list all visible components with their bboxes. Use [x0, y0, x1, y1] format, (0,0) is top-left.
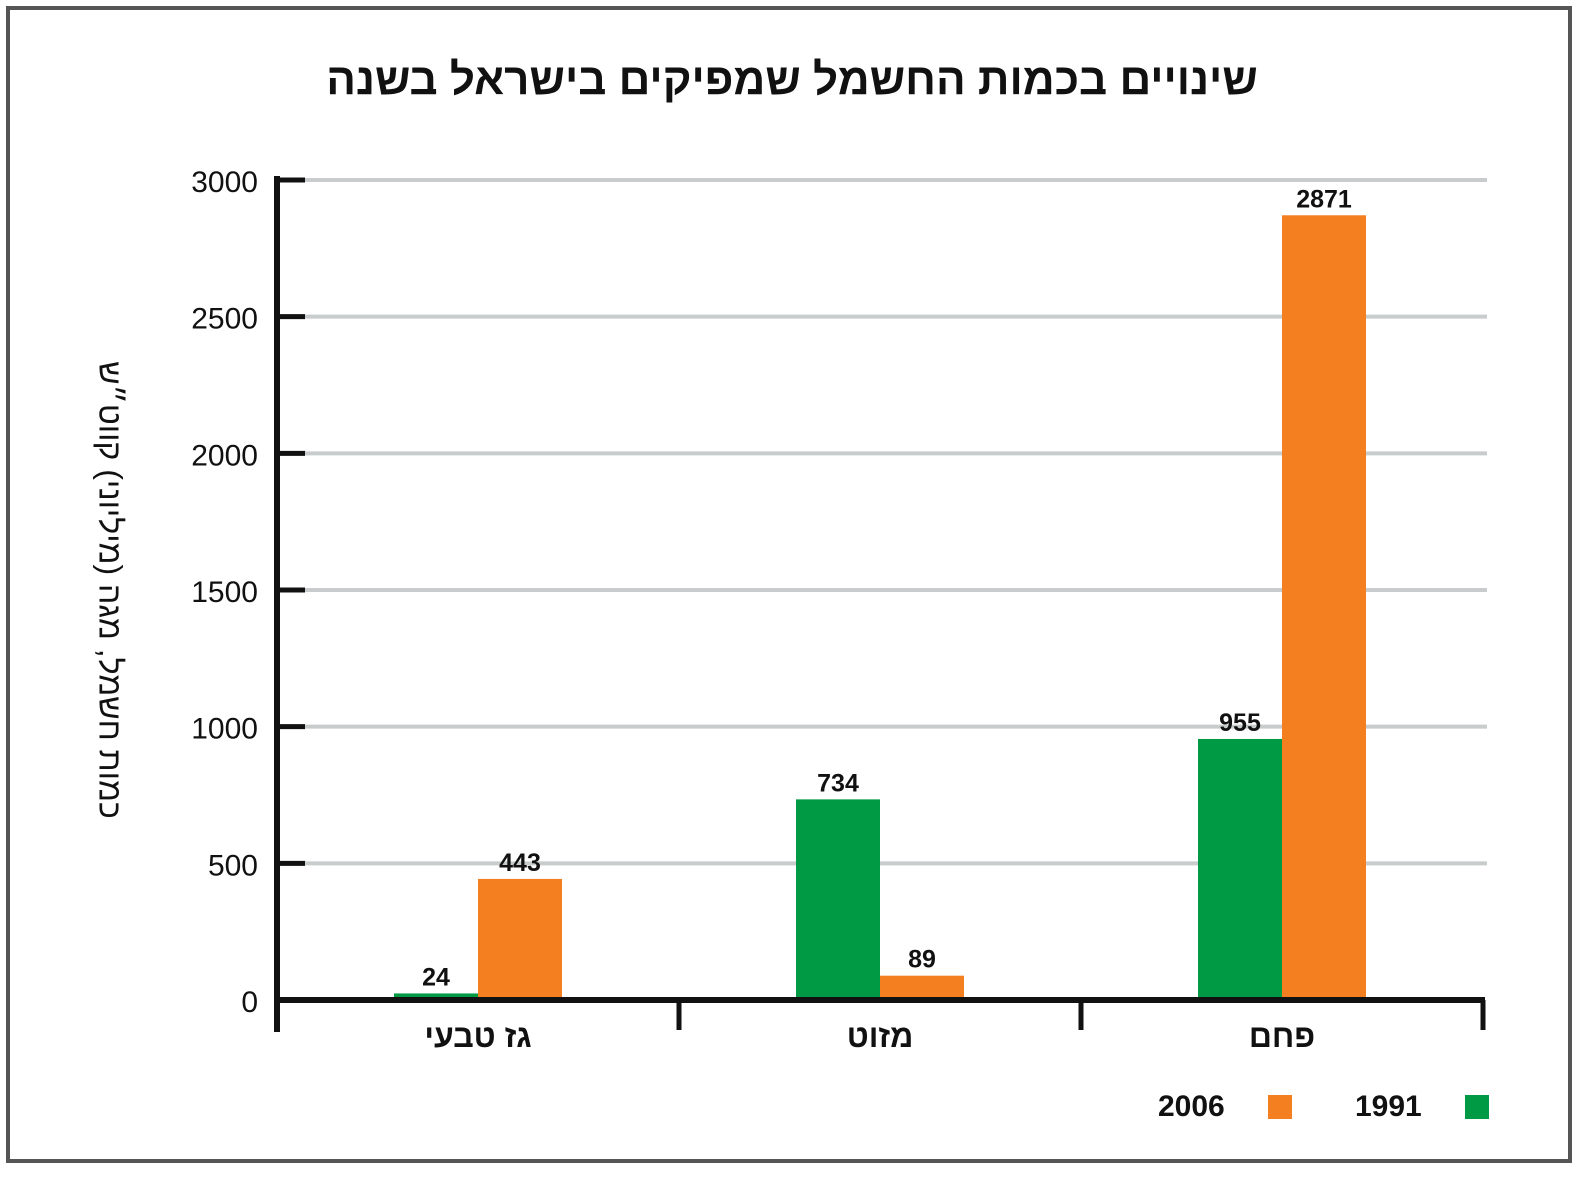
legend-label-2006: 2006: [1158, 1090, 1225, 1123]
data-label: 24: [422, 963, 450, 991]
bar-1991: [394, 993, 478, 1000]
bar-1991: [796, 799, 880, 1000]
legend-label-1991: 1991: [1355, 1090, 1422, 1123]
legend-swatch-1991: [1465, 1095, 1489, 1119]
y-tick-label: 0: [241, 986, 258, 1019]
legend-swatch-2006: [1268, 1095, 1292, 1119]
data-label: 2871: [1296, 185, 1352, 213]
y-tick-label: 1000: [191, 713, 258, 746]
x-tick-label: פחם: [1249, 1018, 1315, 1054]
y-tick-label: 2000: [191, 439, 258, 472]
data-label: 734: [817, 769, 859, 797]
x-tick-label: מזוט: [847, 1018, 914, 1054]
data-label: 89: [908, 946, 936, 974]
y-tick-label: 500: [208, 849, 258, 882]
x-tick-label: גז טבעי: [424, 1018, 531, 1054]
data-label: 955: [1219, 709, 1261, 737]
bar-2006: [1282, 215, 1366, 1000]
bar-1991: [1198, 738, 1282, 1000]
data-label: 443: [499, 849, 541, 877]
bar-2006: [478, 878, 562, 1000]
y-tick-label: 2500: [191, 303, 258, 336]
y-tick-label: 1500: [191, 576, 258, 609]
chart-frame: [6, 6, 1572, 1163]
chart-title: שינויים בכמות החשמל שמפיקים בישראל בשנה: [326, 55, 1258, 104]
bar-2006: [880, 975, 964, 1000]
y-tick-label: 3000: [191, 166, 258, 199]
